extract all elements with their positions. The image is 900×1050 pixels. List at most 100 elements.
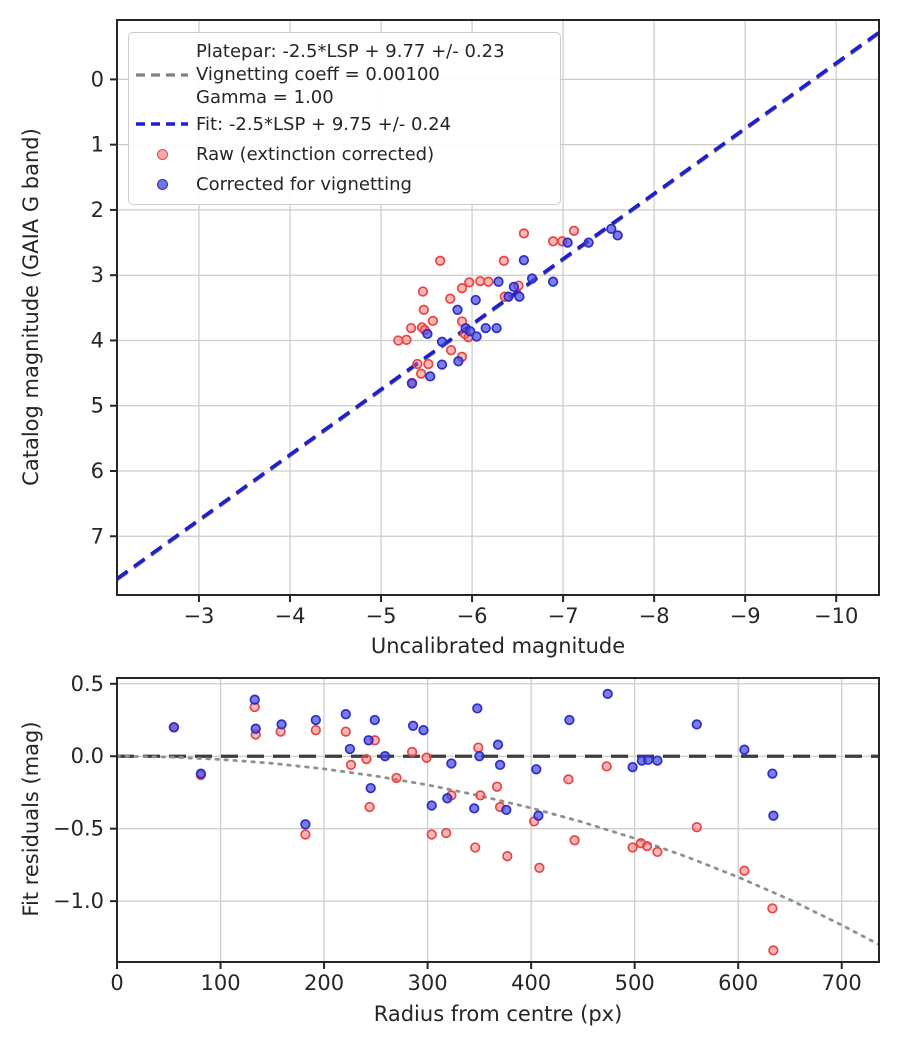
data-point — [480, 322, 491, 334]
series-corrected — [406, 223, 623, 389]
data-point — [472, 703, 483, 714]
data-point — [401, 334, 412, 345]
bottom-xaxis-label: Radius from centre (px) — [373, 1002, 623, 1026]
data-point — [340, 726, 351, 737]
fit-line — [117, 30, 879, 581]
data-point — [436, 359, 448, 370]
data-point — [425, 371, 436, 382]
data-point — [768, 810, 779, 821]
y-tick-label: 0.5 — [71, 672, 104, 696]
data-point — [418, 725, 429, 736]
data-point — [547, 236, 559, 247]
data-point — [391, 772, 402, 784]
data-point — [508, 281, 520, 293]
data-point — [344, 743, 356, 755]
data-point — [250, 723, 261, 734]
y-tick-label: −0.5 — [53, 817, 104, 841]
legend-platepar-line1: Platepar: -2.5*LSP + 9.77 +/- 0.23 — [196, 41, 505, 62]
data-point — [470, 842, 481, 853]
x-tick-label: −10 — [814, 604, 858, 628]
x-tick-label: 200 — [304, 971, 344, 995]
y-tick-label: 0.0 — [71, 744, 104, 768]
data-point — [393, 335, 404, 346]
data-point — [547, 276, 559, 287]
data-point — [494, 759, 506, 771]
data-point — [363, 735, 374, 746]
data-point — [767, 903, 778, 914]
y-tick-label: 1 — [91, 133, 104, 157]
data-point — [627, 842, 638, 853]
data-point — [474, 751, 485, 762]
data-point — [526, 273, 538, 284]
x-tick-label: 100 — [200, 971, 240, 995]
data-point — [168, 722, 180, 733]
data-point — [426, 829, 437, 840]
data-point — [652, 755, 663, 766]
data-point — [533, 810, 544, 821]
gray-dashed-line-icon — [136, 72, 188, 78]
series-corrected — [168, 688, 779, 830]
data-point — [531, 764, 542, 775]
data-point — [471, 331, 482, 342]
x-tick-label: 400 — [511, 971, 551, 995]
x-tick-label: −9 — [730, 604, 761, 628]
x-tick-label: −8 — [639, 604, 670, 628]
data-point — [405, 322, 417, 334]
legend-entry-platepar: Platepar: -2.5*LSP + 9.77 +/- 0.23 Vigne… — [136, 40, 554, 109]
y-tick-label: 5 — [91, 394, 104, 418]
data-point — [502, 851, 513, 862]
data-point — [418, 304, 429, 315]
plot-border — [116, 677, 880, 963]
bottom-plot-content — [117, 688, 879, 956]
data-point — [491, 322, 502, 334]
data-point — [465, 326, 476, 337]
data-point — [767, 768, 778, 779]
data-point — [435, 255, 446, 266]
x-tick-label: 500 — [615, 971, 655, 995]
data-point — [501, 804, 512, 816]
x-tick-label: −5 — [366, 604, 397, 628]
data-point — [423, 358, 434, 370]
data-point — [417, 286, 429, 297]
x-tick-label: 300 — [408, 971, 448, 995]
data-point — [442, 793, 453, 804]
data-point — [491, 781, 503, 792]
red-dot-icon — [136, 148, 188, 160]
data-point — [470, 294, 481, 306]
data-point — [195, 768, 207, 779]
data-point — [436, 336, 448, 347]
data-point — [379, 751, 391, 762]
data-point — [569, 835, 580, 846]
y-tick-label: 6 — [91, 459, 104, 483]
data-point — [627, 761, 638, 773]
data-point — [562, 237, 573, 248]
data-point — [642, 754, 654, 766]
data-point — [518, 255, 530, 266]
data-point — [602, 688, 613, 700]
data-point — [514, 291, 525, 302]
bottom-plot: 0 100 200 300 400 500 600 700 0.5 0.0 −0.5 −1.0 — [53, 672, 880, 995]
plot-border — [116, 19, 880, 596]
data-point — [606, 223, 617, 235]
legend: Platepar: -2.5*LSP + 9.77 +/- 0.23 Vigne… — [128, 32, 561, 205]
data-point — [475, 790, 486, 801]
legend-entry-fit: Fit: -2.5*LSP + 9.75 +/- 0.24 — [136, 109, 554, 139]
data-point — [310, 725, 321, 736]
data-point — [492, 739, 504, 750]
data-point — [641, 840, 653, 852]
data-point — [739, 865, 750, 876]
y-tick-label: 2 — [91, 198, 104, 222]
blue-dashed-line-icon — [136, 121, 188, 127]
data-point — [564, 714, 575, 726]
data-point — [300, 829, 311, 840]
data-point — [345, 759, 357, 771]
y-tick-label: 4 — [91, 328, 104, 352]
data-point — [473, 742, 484, 753]
data-point — [446, 758, 457, 769]
data-point — [469, 803, 480, 814]
y-tick-label: 3 — [91, 263, 104, 287]
legend-platepar-line2: Vignetting coeff = 0.00100 — [196, 64, 440, 85]
data-point — [493, 276, 504, 287]
